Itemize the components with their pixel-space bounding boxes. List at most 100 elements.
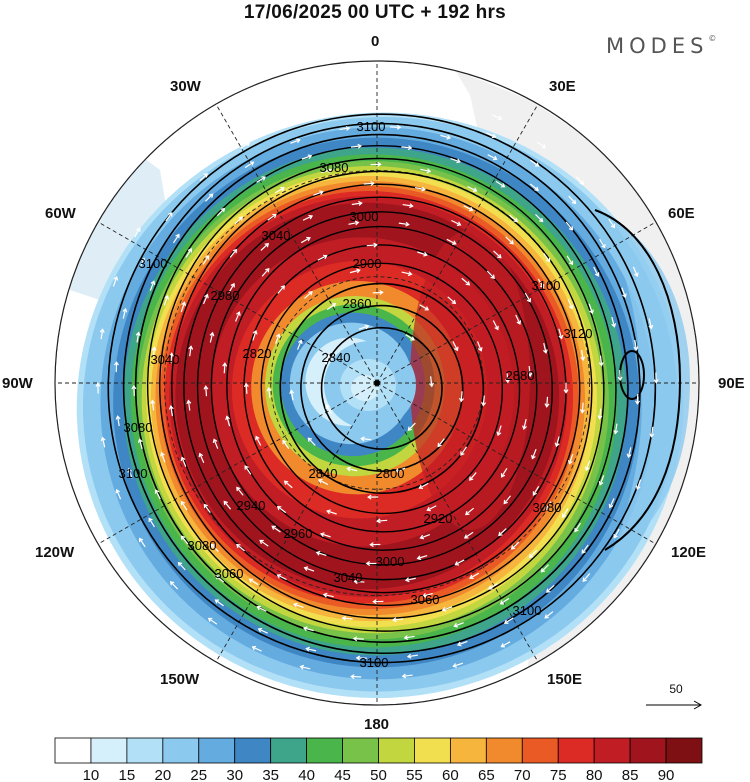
wind-arrow-150 — [599, 408, 602, 419]
colorbar-box-17 — [665, 737, 703, 764]
wind-arrowhead-176 — [611, 323, 617, 328]
wind-arrow-135 — [181, 457, 187, 467]
wind-arrowhead-10 — [289, 389, 295, 395]
wind-arrowhead-224 — [122, 307, 128, 313]
wind-arrow-40 — [461, 277, 470, 286]
wind-arrowhead-149 — [598, 361, 604, 367]
wind-arrowhead-109 — [223, 500, 228, 506]
wind-arrowhead-128 — [469, 574, 474, 580]
wind-arrowhead-0 — [407, 426, 413, 431]
wind-arrow-103 — [498, 528, 507, 536]
wind-arrow-233 — [536, 141, 546, 149]
wind-arrow-19 — [318, 479, 329, 486]
wind-arrowhead-139 — [220, 207, 226, 213]
wind-arrowhead-161 — [180, 500, 186, 506]
wind-arrowhead-55 — [405, 221, 410, 227]
contour-label-18: 3080 — [188, 538, 217, 553]
wind-arrow-42 — [506, 372, 509, 383]
wind-arrowhead-201 — [491, 133, 497, 139]
wind-arrowhead-74 — [409, 203, 414, 209]
wind-arrowhead-247 — [350, 674, 355, 680]
wind-arrowhead-158 — [293, 602, 298, 608]
colorbar-box-13 — [521, 737, 559, 764]
wind-arrow-90 — [202, 294, 209, 305]
wind-arrowhead-85 — [315, 550, 321, 556]
wind-arrow-123 — [581, 349, 584, 360]
wind-arrowhead-71 — [264, 242, 270, 248]
colorbar-box-15 — [593, 737, 631, 764]
wind-arrow-3 — [325, 354, 330, 365]
wind-arrowhead-132 — [276, 574, 282, 579]
wind-arrowhead-31 — [326, 509, 331, 515]
vortex-centre-core — [351, 375, 379, 401]
wind-arrow-54 — [348, 221, 359, 225]
wind-arrowhead-143 — [407, 145, 413, 151]
wind-arrowhead-230 — [399, 86, 404, 92]
wind-arrow-58 — [515, 314, 521, 325]
wind-arrow-53 — [300, 237, 311, 244]
height-contour-8 — [210, 211, 553, 566]
wind-arrowhead-40 — [465, 281, 471, 286]
wind-arrowhead-183 — [453, 622, 458, 628]
wind-arrowhead-6 — [429, 382, 434, 388]
wind-arrow-36 — [277, 285, 285, 294]
wind-arrow-181 — [540, 564, 549, 573]
wind-arrowhead-9 — [307, 437, 313, 442]
wind-arrowhead-211 — [546, 588, 551, 593]
wind-arrowhead-103 — [498, 531, 503, 537]
wind-arrowhead-231 — [449, 96, 455, 102]
wind-arrowhead-101 — [554, 442, 560, 448]
wind-arrowhead-64 — [369, 542, 374, 548]
wind-arrow-23 — [304, 291, 313, 299]
wind-arrow-109 — [223, 501, 232, 510]
wind-arrowhead-23 — [308, 291, 313, 296]
contour-label-27: 3100 — [139, 256, 168, 271]
wind-arrow-17 — [437, 438, 445, 447]
colorbar-box-11 — [449, 737, 487, 764]
wind-arrow-236 — [632, 266, 638, 277]
wind-arrow-195 — [199, 173, 208, 182]
wind-arrowhead-92 — [272, 213, 277, 219]
wind-arrowhead-219 — [177, 561, 183, 567]
wind-arrow-128 — [469, 572, 480, 579]
contour-label-16: 3060 — [411, 592, 440, 607]
wind-arrow-15 — [452, 341, 459, 351]
wind-arrow-98 — [537, 278, 545, 288]
wind-arrowhead-138 — [187, 248, 193, 253]
wind-arrow-104 — [455, 559, 465, 566]
wind-arrowhead-233 — [541, 143, 547, 149]
wind-arrowhead-66 — [236, 486, 241, 492]
logo-mark: © — [708, 34, 717, 43]
wind-arrowhead-245 — [452, 663, 457, 668]
wind-arrow-120 — [509, 214, 518, 222]
wind-arrowhead-86 — [271, 525, 276, 530]
wind-arrow-56 — [446, 238, 456, 245]
wind-arrowhead-258 — [136, 227, 141, 232]
wind-arrowhead-116 — [327, 168, 332, 173]
contour-label-11: 2940 — [237, 498, 266, 513]
colorbar-label-90: 90 — [658, 767, 675, 782]
wind-arrow-20 — [282, 440, 290, 450]
wind-arrowhead-42 — [505, 378, 511, 384]
meridian-label-180: 180 — [364, 716, 390, 733]
wind-arrow-253 — [116, 489, 122, 500]
wind-arrowhead-234 — [579, 180, 585, 185]
wind-arrowhead-145 — [500, 183, 506, 188]
wind-arrowhead-133 — [236, 543, 241, 549]
wind-arrow-113 — [202, 255, 210, 265]
wind-arrowhead-20 — [282, 439, 287, 445]
wind-arrowhead-151 — [584, 466, 590, 472]
wind-arrowhead-126 — [544, 506, 550, 511]
wind-arrowhead-189 — [180, 535, 186, 540]
height-contour-13 — [300, 304, 464, 472]
wind-arrow-202 — [530, 159, 539, 167]
wind-arrow-232 — [492, 114, 502, 120]
wind-arrowhead-47 — [276, 506, 282, 511]
wind-arrowhead-115 — [280, 186, 285, 192]
colorbar-label-20: 20 — [154, 767, 171, 782]
wind-arrowhead-14 — [424, 306, 430, 311]
colorbar-box-1 — [90, 737, 128, 764]
wind-arrow-163 — [151, 400, 155, 411]
wind-arrowhead-194 — [168, 212, 173, 217]
meridian-label-150w: 150W — [160, 671, 200, 688]
